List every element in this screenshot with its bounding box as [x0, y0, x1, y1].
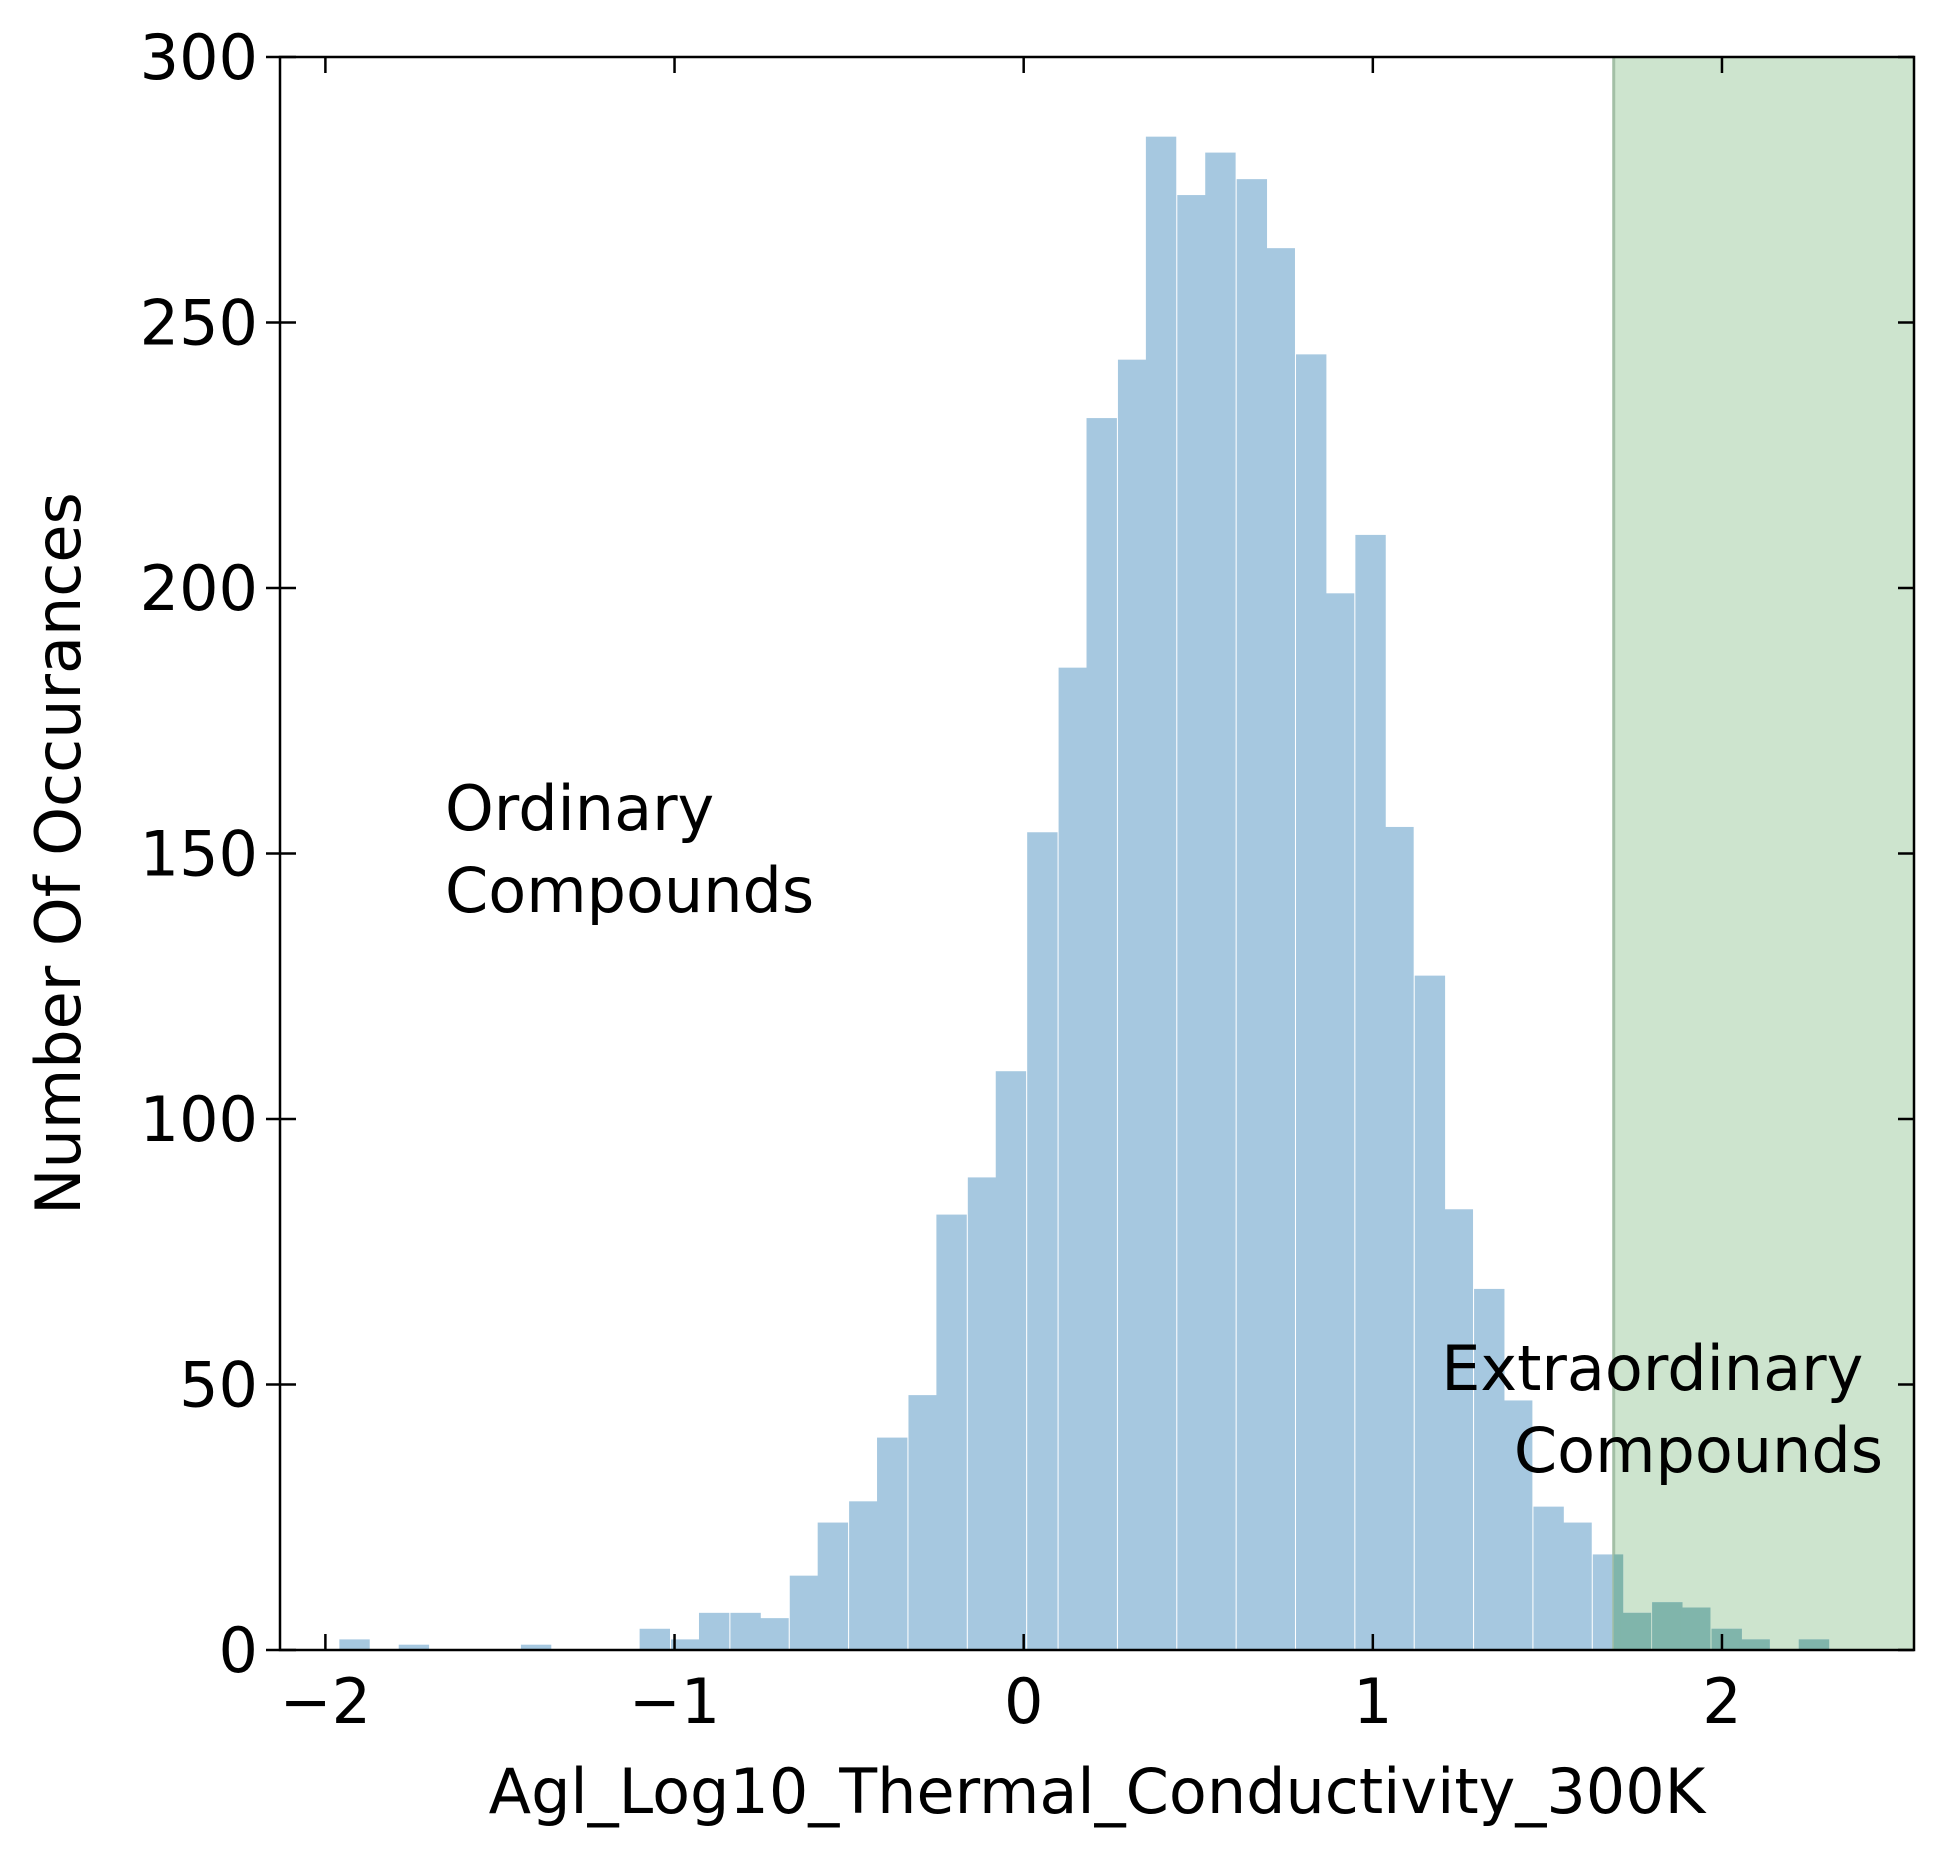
histogram-bar [1027, 832, 1058, 1650]
histogram-bar-overlap [1613, 1554, 1624, 1650]
extraordinary-annotation-line2: Compounds [1514, 1414, 1883, 1487]
y-tick-label: 0 [219, 1614, 258, 1687]
histogram-bar [789, 1575, 821, 1650]
histogram-bar [936, 1214, 967, 1650]
x-tick-label: 2 [1702, 1665, 1741, 1738]
x-tick-label: −1 [629, 1665, 720, 1738]
y-tick-label: 300 [140, 21, 258, 94]
histogram-bar [1414, 975, 1446, 1650]
y-tick-label: 200 [140, 552, 258, 625]
x-tick-label: −2 [280, 1665, 371, 1738]
histogram-bar [1474, 1288, 1505, 1650]
extraordinary-region-layer [1613, 57, 1914, 1650]
histogram-bar [1296, 354, 1327, 1650]
ordinary-annotation: Ordinary Compounds [445, 772, 814, 927]
histogram-bar [730, 1612, 761, 1650]
histogram-bars [339, 136, 1830, 1651]
histogram-bar [398, 1644, 430, 1650]
x-axis-ticks: −2 −1 0 1 2 [280, 57, 1742, 1738]
overlap-layer [1613, 1554, 1830, 1650]
histogram-bar [1323, 593, 1355, 1650]
histogram-bar-overlap [1680, 1607, 1711, 1650]
histogram-bar [1058, 667, 1089, 1650]
histogram-bar-overlap [1739, 1639, 1770, 1650]
histogram-bar [849, 1501, 880, 1650]
histogram-bar [1355, 534, 1386, 1650]
y-tick-label: 50 [179, 1349, 258, 1422]
histogram-bar [520, 1644, 552, 1650]
histogram-bar [1236, 179, 1268, 1650]
histogram-bar [908, 1395, 939, 1650]
histogram-bar-overlap [1652, 1602, 1683, 1650]
histogram-bar [639, 1628, 671, 1650]
histogram-bar [1145, 136, 1177, 1650]
histogram-bar [339, 1639, 370, 1650]
histogram-bar [877, 1437, 908, 1650]
histogram-bar-overlap [1620, 1612, 1652, 1650]
y-axis-ticks: 0 50 100 150 200 250 300 [140, 21, 1914, 1687]
extraordinary-region [1613, 57, 1914, 1650]
y-tick-label: 250 [140, 287, 258, 360]
histogram-bar [995, 1071, 1027, 1650]
histogram-bar [967, 1177, 999, 1650]
histogram-bar [1442, 1209, 1474, 1650]
histogram-bar [1561, 1522, 1592, 1650]
histogram-bar [671, 1639, 702, 1650]
histogram-bar [1533, 1506, 1564, 1650]
extraordinary-annotation-line1: Extraordinary [1441, 1332, 1863, 1405]
histogram-bar [1205, 152, 1236, 1651]
histogram-bar [817, 1522, 849, 1650]
histogram-bar [1502, 1400, 1533, 1650]
histogram-bar [698, 1612, 730, 1650]
histogram-bar [758, 1618, 789, 1650]
histogram-bar [1117, 359, 1149, 1650]
histogram-bar [1264, 248, 1295, 1650]
histogram-bar-overlap [1798, 1639, 1830, 1650]
extraordinary-annotation: Extraordinary Compounds [1441, 1332, 1883, 1487]
y-axis-label: Number Of Occurances [22, 492, 95, 1215]
histogram-bar [1086, 418, 1117, 1651]
histogram-bar-overlap [1711, 1628, 1742, 1650]
ordinary-annotation-line2: Compounds [445, 854, 814, 927]
y-tick-label: 100 [140, 1083, 258, 1156]
x-tick-label: 0 [1004, 1665, 1043, 1738]
x-tick-label: 1 [1353, 1665, 1392, 1738]
histogram-bar [1383, 826, 1414, 1650]
ordinary-annotation-line1: Ordinary [445, 772, 714, 845]
x-axis-label: Agl_Log10_Thermal_Conductivity_300K [489, 1755, 1707, 1828]
y-tick-label: 150 [140, 818, 258, 891]
histogram-bar [1177, 195, 1208, 1650]
